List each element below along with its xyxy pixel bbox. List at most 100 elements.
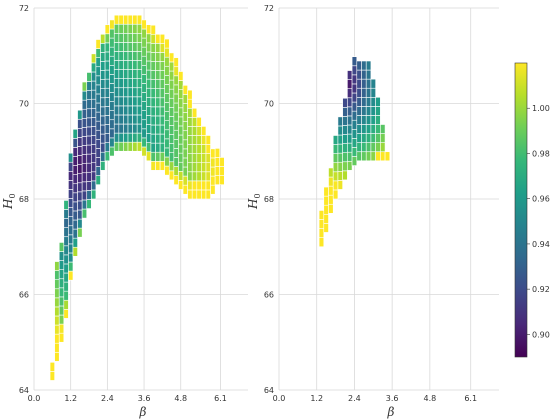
heatmap-cell: [155, 88, 161, 99]
heatmap-cell: [63, 236, 69, 247]
heatmap-cell: [168, 143, 175, 153]
heatmap-cell: [136, 141, 143, 152]
heatmap-cell: [146, 60, 152, 71]
heatmap-cell: [205, 171, 211, 182]
heatmap-cell: [100, 97, 106, 108]
heatmap-cell: [342, 125, 348, 135]
heatmap-cell: [72, 147, 78, 157]
heatmap-cell: [118, 60, 124, 70]
heatmap-cell: [141, 101, 147, 111]
heatmap-cell: [127, 14, 133, 25]
heatmap-cell: [155, 79, 161, 89]
heatmap-cell: [58, 305, 65, 316]
heatmap-cell: [109, 92, 115, 102]
heatmap-cell: [164, 47, 170, 58]
heatmap-cell: [123, 60, 129, 70]
heatmap-cell: [100, 115, 106, 126]
heatmap-cell: [332, 171, 339, 182]
heatmap-cell: [159, 142, 165, 153]
heatmap-cell: [58, 269, 65, 280]
heatmap-cell: [173, 93, 179, 104]
heatmap-cell: [187, 153, 193, 164]
heatmap-cell: [191, 171, 198, 182]
heatmap-cell: [86, 171, 92, 182]
heatmap-cell: [95, 139, 101, 149]
heatmap-cell: [68, 198, 74, 208]
heatmap-cell: [347, 115, 353, 126]
heatmap-cell: [365, 124, 372, 134]
heatmap-cell: [146, 133, 152, 143]
heatmap-cell: [127, 78, 133, 89]
heatmap-cell: [182, 130, 188, 141]
heatmap-cell: [132, 33, 138, 43]
heatmap-cell: [337, 134, 343, 145]
heatmap-cell: [109, 83, 115, 93]
heatmap-cell: [342, 143, 348, 153]
heatmap-cell: [113, 42, 120, 52]
heatmap-cell: [123, 69, 129, 79]
heatmap-cell: [356, 60, 362, 71]
heatmap-cell: [127, 141, 133, 152]
heatmap-cell: [86, 144, 92, 155]
heatmap-cell: [54, 297, 60, 308]
heatmap-cell: [91, 117, 97, 127]
heatmap-cell: [196, 144, 202, 154]
heatmap-cell: [91, 89, 97, 100]
heatmap-cell: [196, 135, 202, 145]
y-axis-label: H0: [1, 193, 17, 210]
heatmap-cell: [150, 160, 156, 171]
heatmap-cell: [63, 254, 69, 265]
heatmap-cell: [351, 156, 358, 166]
heatmap-cell: [356, 69, 362, 80]
heatmap-cell: [91, 189, 97, 200]
heatmap-cell: [347, 97, 353, 108]
heatmap-cell: [86, 135, 92, 146]
heatmap-cell: [201, 135, 207, 145]
heatmap-cell: [63, 290, 69, 301]
heatmap-cell: [196, 180, 202, 191]
heatmap-cell: [173, 139, 179, 149]
heatmap-cell: [365, 115, 372, 125]
heatmap-cell: [191, 162, 198, 173]
heatmap-cell: [146, 96, 152, 107]
heatmap-cell: [347, 88, 353, 99]
heatmap-cell: [58, 332, 65, 343]
heatmap-cell: [123, 42, 129, 52]
heatmap-cell: [95, 75, 101, 86]
heatmap-cell: [342, 107, 348, 117]
heatmap-cell: [91, 153, 97, 164]
heatmap-cell: [136, 78, 143, 89]
heatmap-cell: [68, 152, 74, 163]
heatmap-cell: [178, 134, 184, 145]
heatmap-cell: [91, 98, 97, 109]
heatmap-cell: [159, 97, 165, 108]
heatmap-cell: [155, 70, 161, 80]
heatmap-cell: [58, 260, 65, 270]
heatmap-cell: [113, 132, 120, 143]
heatmap-cell: [63, 245, 69, 256]
heatmap-cell: [68, 225, 74, 236]
heatmap-panel-right: 0.0 1.2 2.4 3.6 4.8 6.1 64 66 68 70 72 β H0: [246, 4, 499, 419]
heatmap-cell: [118, 78, 124, 89]
heatmap-cell: [318, 210, 325, 220]
heatmap-cell: [141, 128, 147, 139]
heatmap-cell: [159, 151, 165, 162]
heatmap-cell: [81, 154, 88, 164]
heatmap-cell: [146, 42, 152, 53]
heatmap-cell: [187, 98, 193, 109]
heatmap-cell: [173, 120, 179, 131]
heatmap-cell: [95, 84, 101, 95]
heatmap-cell: [136, 51, 143, 61]
heatmap-cell: [58, 323, 65, 334]
heatmap-cell: [356, 106, 362, 116]
heatmap-cell: [127, 132, 133, 143]
heatmap-cell: [318, 219, 325, 229]
heatmap-cell: [182, 148, 188, 159]
heatmap-cell: [123, 123, 129, 134]
heatmap-cell: [196, 117, 202, 127]
heatmap-cell: [136, 23, 143, 34]
heatmap-cell: [72, 246, 78, 257]
heatmap-cell: [86, 162, 92, 173]
heatmap-cell: [113, 87, 120, 98]
heatmap-cell: [113, 23, 120, 34]
